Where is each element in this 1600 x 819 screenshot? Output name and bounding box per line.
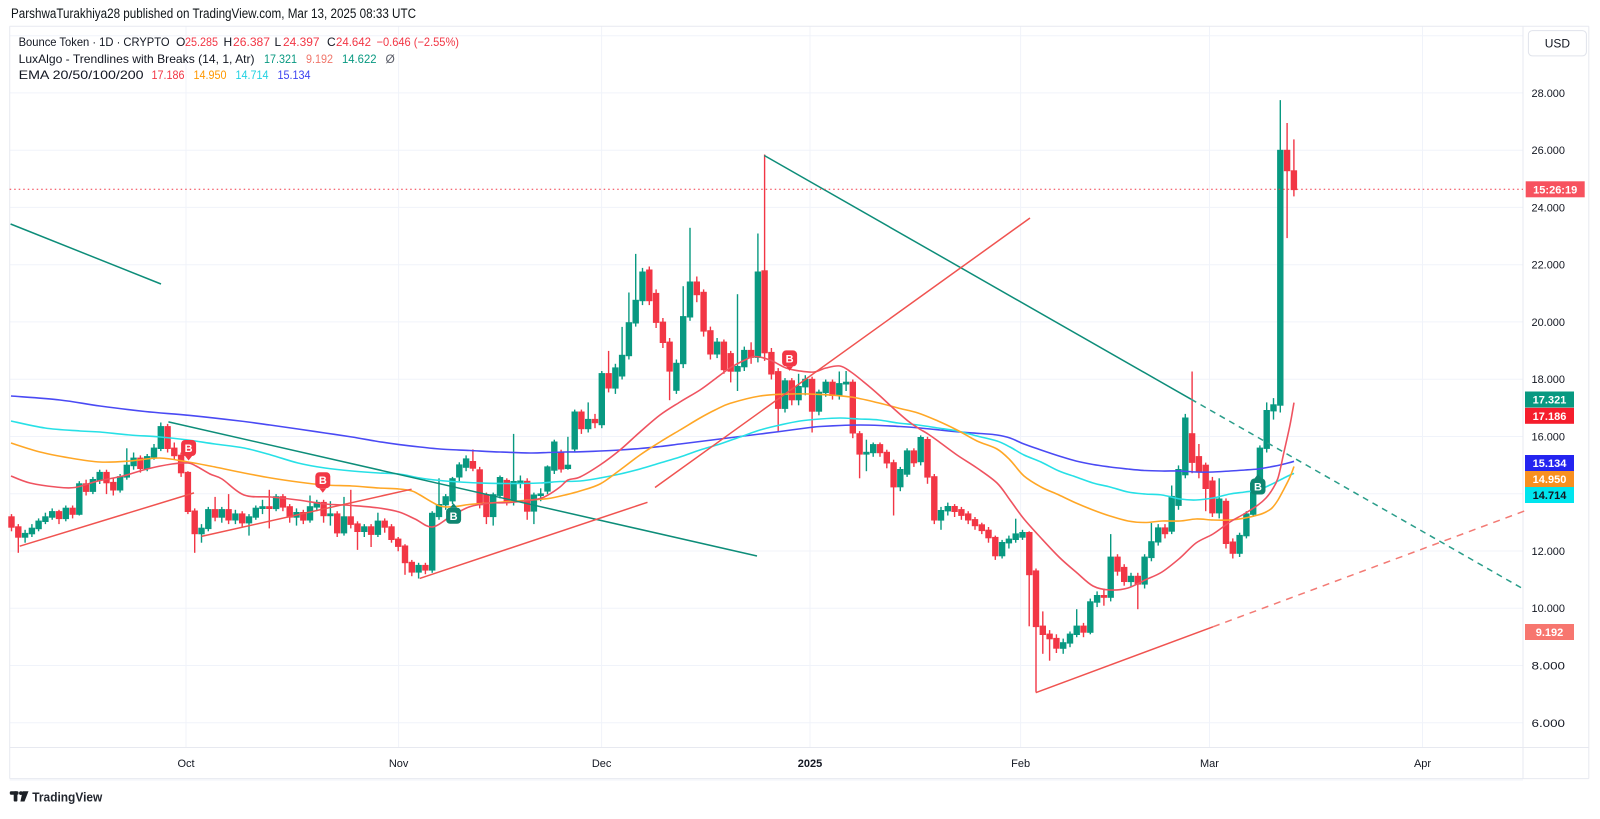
svg-text:Oct: Oct	[177, 758, 194, 770]
svg-text:15.134: 15.134	[278, 68, 311, 82]
svg-text:14.714: 14.714	[236, 68, 269, 82]
svg-text:24.397: 24.397	[283, 35, 320, 49]
svg-text:17.186: 17.186	[152, 68, 185, 82]
svg-text:L: L	[275, 35, 282, 49]
svg-text:16.000: 16.000	[1532, 432, 1566, 444]
svg-text:17.186: 17.186	[1533, 411, 1567, 423]
svg-text:10.000: 10.000	[1532, 603, 1566, 615]
svg-text:24.642: 24.642	[336, 35, 371, 49]
svg-text:8.000: 8.000	[1532, 661, 1566, 673]
svg-text:TradingView: TradingView	[32, 790, 103, 805]
svg-text:EMA 20/50/100/200: EMA 20/50/100/200	[19, 68, 144, 82]
svg-text:B: B	[1254, 482, 1262, 494]
svg-text:24.000: 24.000	[1532, 202, 1566, 214]
svg-text:18.000: 18.000	[1532, 374, 1566, 386]
svg-text:ParshwaTurakhiya28 published o: ParshwaTurakhiya28 published on TradingV…	[11, 6, 416, 21]
svg-text:9.192: 9.192	[306, 52, 333, 66]
svg-text:LuxAlgo - Trendlines with Brea: LuxAlgo - Trendlines with Breaks (14, 1,…	[19, 52, 255, 66]
svg-text:Ø: Ø	[386, 52, 395, 66]
svg-text:B: B	[319, 475, 327, 487]
svg-text:O: O	[176, 35, 185, 49]
svg-text:Nov: Nov	[389, 758, 409, 770]
svg-text:B: B	[786, 353, 794, 365]
svg-text:6.000: 6.000	[1532, 718, 1566, 730]
svg-text:USD: USD	[1545, 37, 1571, 51]
svg-text:14.714: 14.714	[1533, 490, 1568, 502]
svg-text:Apr: Apr	[1414, 758, 1431, 770]
svg-text:H: H	[224, 35, 233, 49]
svg-text:12.000: 12.000	[1532, 546, 1566, 558]
svg-text:15:26:19: 15:26:19	[1533, 184, 1577, 196]
svg-text:Mar: Mar	[1200, 758, 1219, 770]
svg-text:B: B	[450, 511, 458, 523]
svg-text:14.622: 14.622	[342, 52, 377, 66]
svg-text:14.950: 14.950	[1533, 474, 1567, 486]
svg-text:Feb: Feb	[1011, 758, 1030, 770]
svg-text:C: C	[327, 35, 336, 49]
svg-text:14.950: 14.950	[194, 68, 227, 82]
svg-text:17.321: 17.321	[1533, 395, 1567, 407]
svg-text:15.134: 15.134	[1533, 458, 1568, 470]
svg-text:26.387: 26.387	[233, 35, 270, 49]
svg-text:25.285: 25.285	[185, 35, 218, 49]
svg-text:28.000: 28.000	[1532, 88, 1566, 100]
svg-text:26.000: 26.000	[1532, 145, 1566, 157]
svg-text:Bounce Token · 1D · CRYPTO: Bounce Token · 1D · CRYPTO	[19, 35, 170, 49]
svg-text:Dec: Dec	[592, 758, 612, 770]
svg-text:2025: 2025	[798, 758, 822, 770]
svg-text:B: B	[185, 443, 193, 455]
svg-text:17.321: 17.321	[264, 52, 297, 66]
svg-text:20.000: 20.000	[1532, 317, 1566, 329]
svg-text:9.192: 9.192	[1536, 627, 1564, 639]
svg-text:−0.646 (−2.55%): −0.646 (−2.55%)	[377, 35, 460, 49]
svg-text:22.000: 22.000	[1532, 260, 1566, 272]
